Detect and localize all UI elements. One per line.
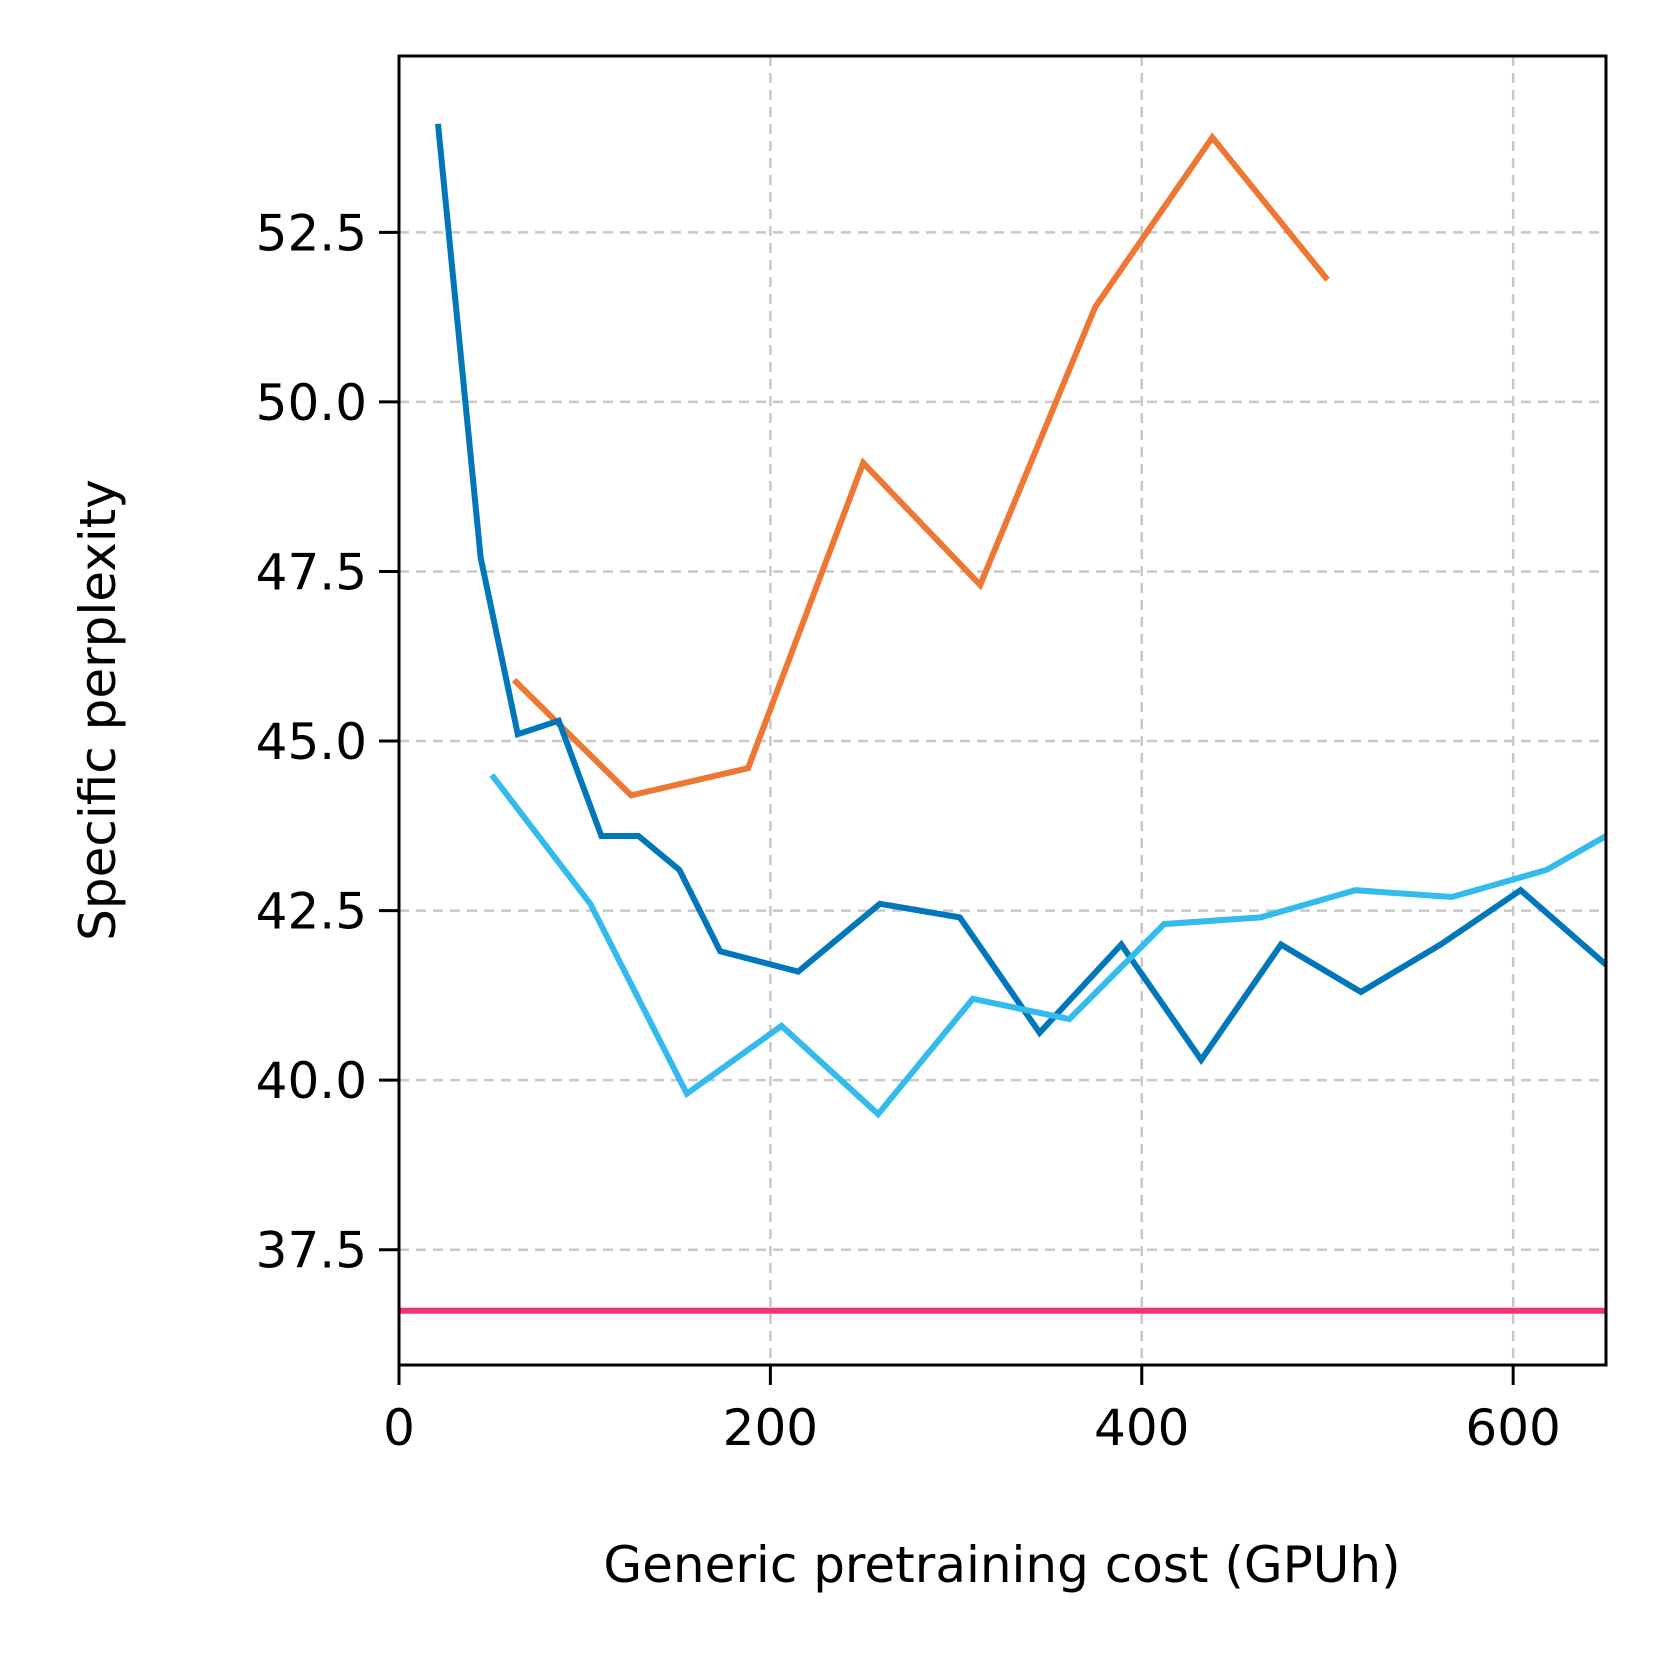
y-tick-label: 42.5 xyxy=(256,883,367,941)
y-tick-label: 50.0 xyxy=(256,374,367,432)
series-lines xyxy=(399,123,1608,1314)
series-line-1 xyxy=(511,132,1330,799)
y-tick-label: 52.5 xyxy=(256,204,367,262)
x-axis-label: Generic pretraining cost (GPUh) xyxy=(603,1536,1400,1594)
axis-ticks: 0 200 400 600 37.5 40.0 42.5 45.0 47.5 50.0 52.5 xyxy=(256,204,1561,1457)
y-tick-label: 40.0 xyxy=(256,1052,367,1110)
y-tick-label: 47.5 xyxy=(256,543,367,601)
series-line-3 xyxy=(489,773,1608,1119)
x-tick-label: 400 xyxy=(1094,1399,1189,1457)
y-axis-label: Specific perplexity xyxy=(69,479,127,941)
x-tick-label: 0 xyxy=(383,1399,415,1457)
series-line-2 xyxy=(435,123,1608,1066)
grid xyxy=(399,56,1606,1365)
y-tick-label: 45.0 xyxy=(256,713,367,771)
y-tick-label: 37.5 xyxy=(256,1222,367,1280)
plot-frame xyxy=(397,54,1608,1367)
x-tick-label: 200 xyxy=(723,1399,818,1457)
x-tick-label: 600 xyxy=(1465,1399,1560,1457)
